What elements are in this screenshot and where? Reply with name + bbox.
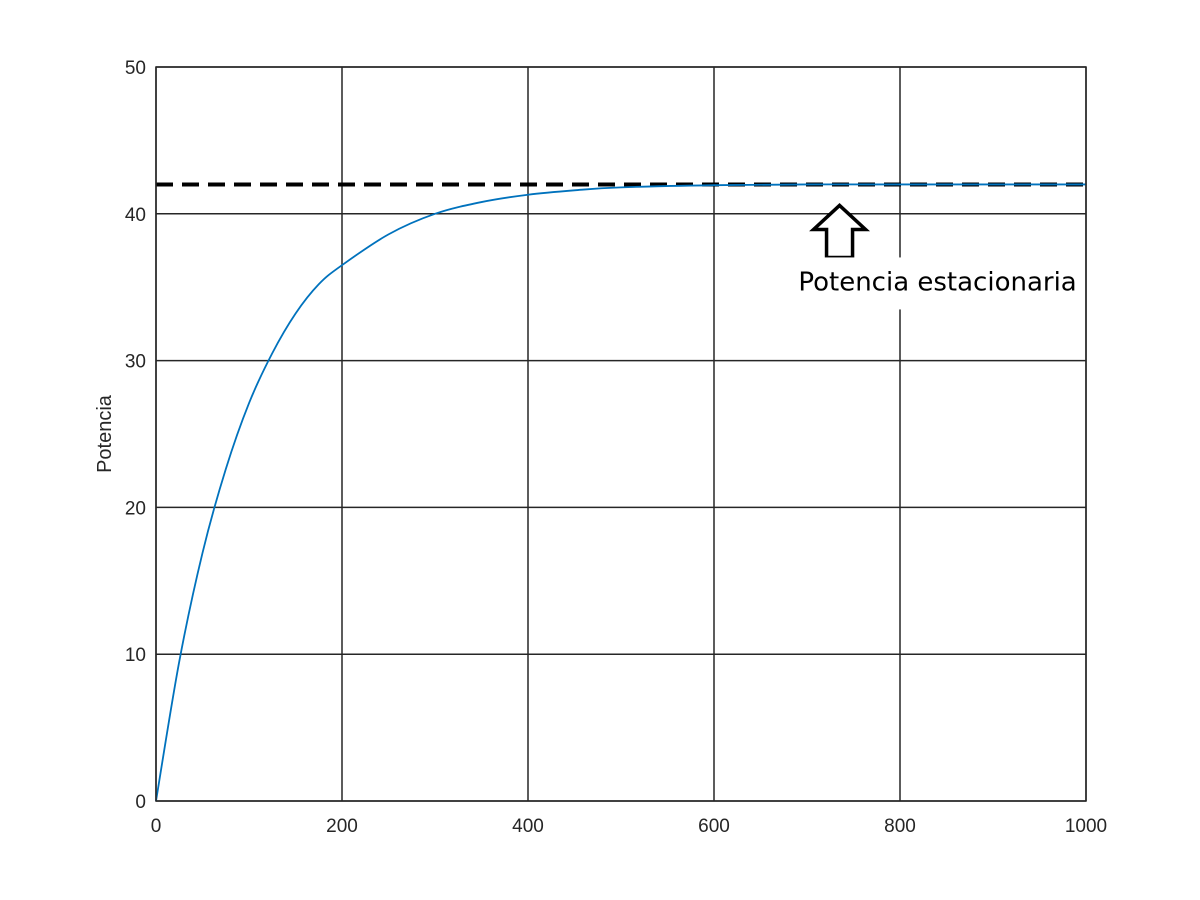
series-lines (155, 183, 1086, 802)
annotations: Potencia estacionaria (792, 203, 1083, 310)
tick-labels: 0 200 400 600 800 1000 0 10 20 30 40 50 (125, 58, 1107, 837)
x-tick-label: 400 (512, 816, 544, 837)
y-tick-label: 40 (125, 205, 146, 226)
y-tick-label: 50 (125, 58, 146, 79)
y-tick-label: 30 (125, 352, 146, 373)
x-tick-label: 200 (326, 816, 358, 837)
y-axis-label: Potencia (94, 394, 116, 473)
x-tick-label: 800 (884, 816, 916, 837)
grid-lines (155, 66, 1087, 802)
x-tick-label: 1000 (1065, 816, 1107, 837)
x-tick-label: 0 (151, 816, 162, 837)
x-tick-label: 600 (698, 816, 730, 837)
plot-frame (155, 66, 1087, 802)
annotation-background (792, 257, 1083, 310)
y-tick-label: 0 (135, 792, 146, 813)
y-tick-label: 20 (125, 498, 146, 519)
steady-state-annotation-label: Potencia estacionaria (798, 267, 1076, 297)
y-tick-label: 10 (125, 645, 146, 666)
series-line-0 (155, 183, 1086, 802)
